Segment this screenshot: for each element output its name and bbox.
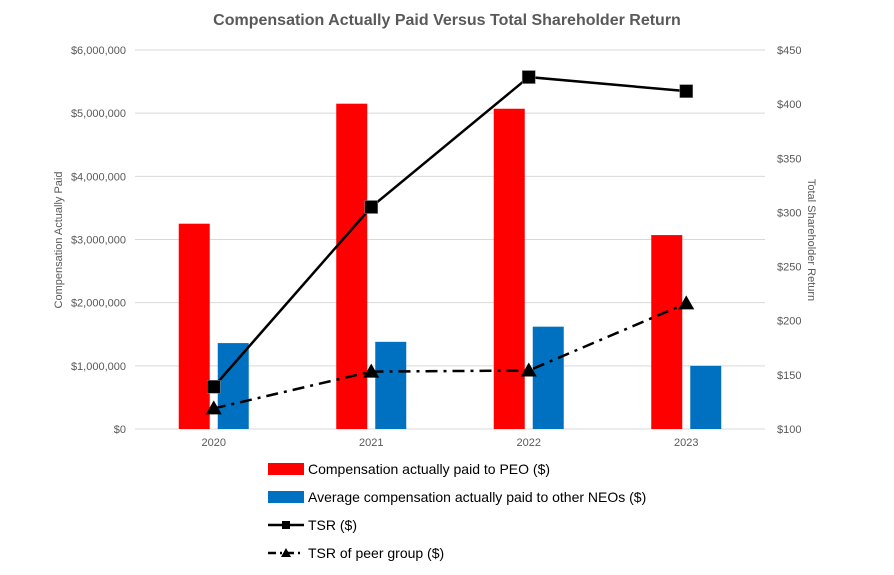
- y-tick-label: $3,000,000: [71, 235, 126, 247]
- x-tick-label: 2022: [517, 437, 541, 449]
- legend-label: TSR of peer group ($): [308, 545, 444, 561]
- tsr-point: [679, 84, 694, 98]
- y-tick-label: $6,000,000: [71, 45, 126, 57]
- y2-tick-label: $100: [777, 424, 801, 436]
- bar-peo: [336, 103, 368, 430]
- peer-tsr-point: [363, 363, 380, 378]
- y2-tick-label: $150: [777, 370, 801, 382]
- chart-title: Compensation Actually Paid Versus Total …: [213, 12, 681, 29]
- peer-tsr-point: [520, 362, 537, 377]
- y2-tick-label: $200: [777, 316, 801, 328]
- y-tick-label: $0: [114, 424, 126, 436]
- y-tick-label: $1,000,000: [71, 361, 126, 373]
- y2-tick-label: $250: [777, 262, 801, 274]
- legend-label: TSR ($): [308, 517, 357, 533]
- bar-neo: [690, 365, 722, 429]
- y-tick-label: $4,000,000: [71, 171, 126, 183]
- tsr-point: [364, 200, 379, 214]
- peer-tsr-line: [213, 302, 687, 410]
- y-tick-label: $5,000,000: [71, 108, 126, 120]
- y2-tick-label: $300: [777, 207, 801, 219]
- bar-neo: [375, 341, 407, 429]
- legend-marker: [282, 521, 290, 529]
- bar-neo: [532, 326, 564, 429]
- x-tick-label: 2021: [359, 437, 383, 449]
- legend-swatch: [268, 491, 304, 503]
- legend-label: Average compensation actually paid to ot…: [308, 489, 646, 505]
- y2-tick-label: $400: [777, 99, 801, 111]
- bar-neo: [217, 343, 249, 429]
- legend-swatch: [268, 463, 304, 475]
- y-tick-label: $2,000,000: [71, 298, 126, 310]
- tsr-point: [521, 70, 536, 84]
- y2-axis-label: Total Shareholder Return: [805, 179, 817, 301]
- legend-label: Compensation actually paid to PEO ($): [308, 461, 550, 477]
- x-tick-label: 2023: [674, 437, 698, 449]
- tsr-point: [206, 379, 221, 394]
- bar-peo: [178, 223, 210, 429]
- y-axis-label: Compensation Actually Paid: [53, 172, 65, 309]
- tsr-line: [212, 75, 687, 388]
- peer-tsr-point: [205, 400, 222, 415]
- legend-marker: [281, 548, 291, 557]
- peer-tsr-point: [678, 295, 695, 310]
- y2-tick-label: $350: [777, 153, 801, 165]
- x-tick-label: 2020: [202, 437, 226, 449]
- bar-peo: [493, 108, 525, 430]
- bar-peo: [651, 235, 683, 429]
- y2-tick-label: $450: [777, 45, 801, 57]
